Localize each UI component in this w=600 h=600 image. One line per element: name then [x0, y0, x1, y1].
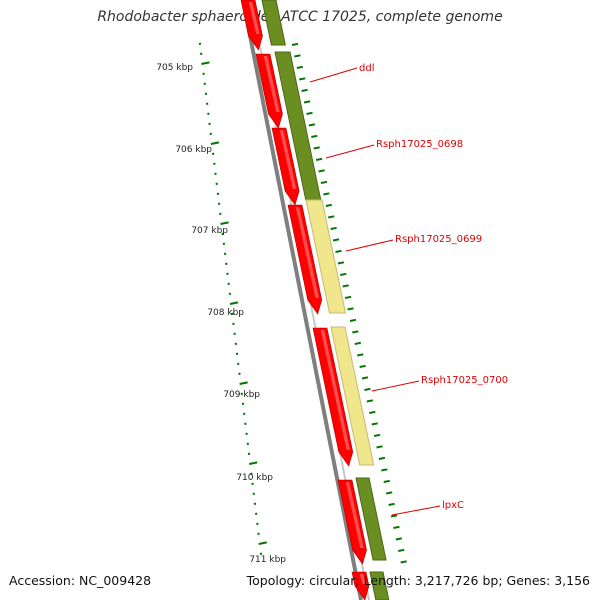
- gene-leader-line: [309, 67, 358, 83]
- gene-track-tick: [318, 169, 325, 173]
- backbone-line: [241, 0, 363, 600]
- gene-track-tick: [354, 341, 361, 345]
- gene-track-tick: [337, 261, 345, 265]
- gene-leader-line: [371, 380, 420, 392]
- gene-track-tick: [296, 65, 304, 69]
- gene-track-tick: [335, 249, 342, 253]
- genome-summary-text: Topology: circular; Length: 3,217,726 bp…: [246, 573, 590, 588]
- accession-text: Accession: NC_009428: [9, 573, 152, 588]
- gene-track-tick: [395, 537, 403, 541]
- cds-highlight: [279, 130, 297, 189]
- gene-track-tick: [385, 491, 393, 495]
- ruler-label: 708 kbp: [207, 308, 244, 318]
- gene-track-tick: [369, 410, 376, 414]
- gene-track-tick: [340, 272, 347, 276]
- cds-highlight: [345, 482, 364, 548]
- gene-track-tick: [371, 422, 378, 426]
- ruler-major-tick: [210, 141, 220, 145]
- gene-track-tick: [383, 479, 390, 483]
- ruler-major-tick: [229, 301, 239, 305]
- gene-track-tick: [311, 134, 318, 138]
- ruler-label: 709 kbp: [223, 390, 260, 400]
- gene-track-tick: [381, 468, 388, 472]
- cds-highlight: [320, 330, 350, 450]
- gene-label[interactable]: Rsph17025_0700: [421, 375, 508, 386]
- gene-track-tick: [349, 318, 357, 322]
- gene-track-tick: [366, 399, 374, 403]
- gene-track-tick: [332, 238, 340, 242]
- gene-track-tick: [388, 502, 395, 506]
- gene-label[interactable]: Rsph17025_0699: [395, 234, 482, 245]
- gene-track-tick: [400, 560, 407, 564]
- gene-leader-line: [325, 144, 375, 159]
- gene-track-tick: [357, 353, 364, 357]
- ruler-major-tick: [248, 461, 258, 465]
- gene-track-tick: [308, 123, 316, 127]
- gene-track-tick: [306, 111, 313, 115]
- ruler-label: 707 kbp: [191, 226, 228, 236]
- gene-bar-rsph17025-0700[interactable]: [330, 326, 375, 466]
- ruler-label: 706 kbp: [175, 145, 212, 155]
- gene-track-tick: [376, 445, 383, 449]
- gene-track-tick: [325, 203, 333, 207]
- cds-highlight: [359, 574, 367, 584]
- cds-highlight: [295, 207, 319, 298]
- gene-track-tick: [352, 330, 359, 334]
- cds-arrow[interactable]: [351, 571, 370, 600]
- ruler-label: 710 kbp: [236, 473, 273, 483]
- gene-label[interactable]: ddl: [359, 63, 374, 74]
- gene-track-tick: [299, 77, 306, 81]
- ruler-major-tick: [220, 221, 229, 225]
- gene-track-tick: [328, 215, 335, 219]
- gene-track-tick: [330, 226, 337, 230]
- gene-leader-line: [345, 239, 394, 252]
- gene-track-tick: [294, 54, 301, 58]
- gene-bar-lpxc[interactable]: [355, 477, 387, 561]
- ruler-major-tick: [258, 541, 267, 545]
- gene-track-tick: [347, 307, 354, 311]
- gene-track-tick: [303, 100, 311, 104]
- gene-bar-ddl[interactable]: [274, 51, 322, 201]
- gene-bar-downstream[interactable]: [369, 571, 390, 600]
- gene-track-tick: [344, 295, 352, 299]
- gene-track-tick: [378, 456, 386, 460]
- cds-arrow[interactable]: [240, 0, 263, 51]
- map-title: Rhodobacter sphaeroides ATCC 17025, comp…: [97, 9, 503, 25]
- gene-track-tick: [364, 387, 371, 391]
- gene-track-tick: [342, 284, 349, 288]
- ruler-major-tick: [239, 381, 248, 385]
- gene-track-tick: [301, 88, 308, 92]
- gene-leader-line: [391, 505, 441, 516]
- ruler-label: 711 kbp: [249, 555, 286, 565]
- gene-track-tick: [315, 157, 323, 161]
- ruler-label: 705 kbp: [156, 63, 193, 73]
- gene-label[interactable]: Rsph17025_0698: [376, 139, 463, 150]
- gene-track-tick: [390, 514, 398, 518]
- ruler-major-tick: [201, 61, 210, 65]
- gene-label[interactable]: lpxC: [442, 500, 464, 511]
- gene-track-tick: [393, 525, 400, 529]
- gene-track-tick: [359, 364, 366, 368]
- gene-bar-rsph17025-0699[interactable]: [305, 199, 347, 314]
- cds-highlight: [248, 2, 260, 34]
- gene-track-tick: [398, 548, 405, 552]
- gene-track-tick: [373, 433, 381, 437]
- gene-track-tick: [361, 376, 369, 380]
- gene-bar-ddl-upstream[interactable]: [261, 0, 286, 46]
- gene-track-tick: [323, 192, 330, 196]
- gene-track-tick: [320, 180, 328, 184]
- cds-highlight: [263, 56, 280, 112]
- gene-track-tick: [291, 42, 299, 46]
- gene-track-tick: [313, 146, 320, 150]
